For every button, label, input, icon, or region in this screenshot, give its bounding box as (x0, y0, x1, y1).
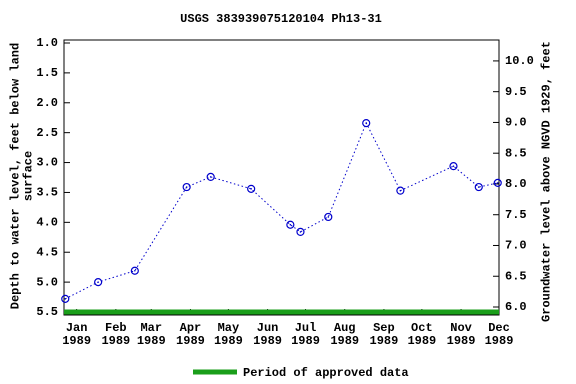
data-point (61, 294, 70, 303)
y-tick-label: 2.0 (36, 96, 58, 110)
data-point (182, 182, 191, 192)
x-tick-label: Aug 1989 (330, 321, 360, 348)
y2-tick-label: 6.5 (505, 269, 527, 283)
x-tick-label: Jul 1989 (291, 321, 320, 348)
y-tick-label: 3.0 (36, 156, 58, 170)
data-point-center (477, 186, 480, 188)
data-point-center (209, 176, 212, 178)
x-tick-label: Apr 1989 (176, 321, 205, 348)
x-tick-label: Dec 1989 (484, 321, 514, 348)
chart-title: USGS 383939075120104 Ph13-31 (180, 12, 382, 26)
y-tick-label: 5.0 (36, 275, 58, 289)
data-point-center (185, 186, 188, 188)
data-point-center (327, 216, 330, 218)
data-point (296, 227, 305, 237)
y-axis-label: Depth to water level, feet below land su… (8, 42, 36, 310)
y-tick-label: 2.5 (36, 126, 58, 140)
y2-tick-label: 10.0 (505, 54, 534, 68)
data-point-center (97, 281, 99, 283)
data-point-center (452, 165, 455, 167)
y2-tick-label: 9.0 (505, 116, 527, 130)
y-tick-label: 1.5 (36, 66, 58, 80)
data-point (324, 212, 333, 222)
y-tick-label: 4.5 (36, 245, 58, 259)
legend-label: Period of approved data (243, 366, 409, 380)
y2-tick-label: 9.5 (505, 85, 527, 99)
data-point (493, 178, 502, 187)
plot-frame (63, 39, 500, 316)
data-point-center (250, 188, 252, 190)
x-tick-label: Mar 1989 (136, 321, 166, 348)
y2-tick-label: 6.0 (505, 300, 527, 314)
data-point (206, 172, 215, 182)
y2-axis-label: Groundwater level above NGVD 1929, feet (539, 41, 554, 322)
data-point (94, 278, 103, 287)
y2-tick-label: 8.5 (505, 146, 527, 160)
x-tick-label: Feb 1989 (101, 321, 131, 348)
data-point-center (496, 182, 499, 184)
y-tick-label: 3.5 (36, 186, 58, 200)
data-point (286, 220, 295, 229)
data-point-center (134, 269, 136, 272)
x-tick-label: Jun 1989 (253, 321, 282, 348)
data-point (396, 186, 405, 195)
y-tick-label: 1.0 (36, 36, 58, 50)
data-point-center (365, 122, 368, 124)
y-tick-label: 5.5 (36, 305, 58, 319)
data-point-center (299, 231, 302, 233)
data-point-center (399, 189, 402, 192)
data-point (449, 162, 458, 171)
data-point (247, 184, 256, 193)
data-line (65, 121, 498, 300)
x-tick-label: Jan 1989 (62, 321, 92, 348)
y2-tick-label: 7.5 (505, 208, 527, 222)
x-tick-label: May 1989 (213, 321, 243, 348)
data-point (474, 182, 483, 192)
data-point (362, 118, 371, 128)
x-tick-label: Sep 1989 (369, 321, 399, 348)
data-point (130, 266, 139, 275)
data-point-center (289, 223, 292, 226)
y2-tick-label: 8.0 (505, 177, 527, 191)
x-tick-label: Nov 1989 (446, 321, 476, 348)
x-tick-label: Oct 1989 (407, 321, 437, 348)
data-point-center (64, 298, 67, 300)
y2-tick-label: 7.0 (505, 239, 527, 253)
y-tick-label: 4.0 (36, 216, 58, 230)
